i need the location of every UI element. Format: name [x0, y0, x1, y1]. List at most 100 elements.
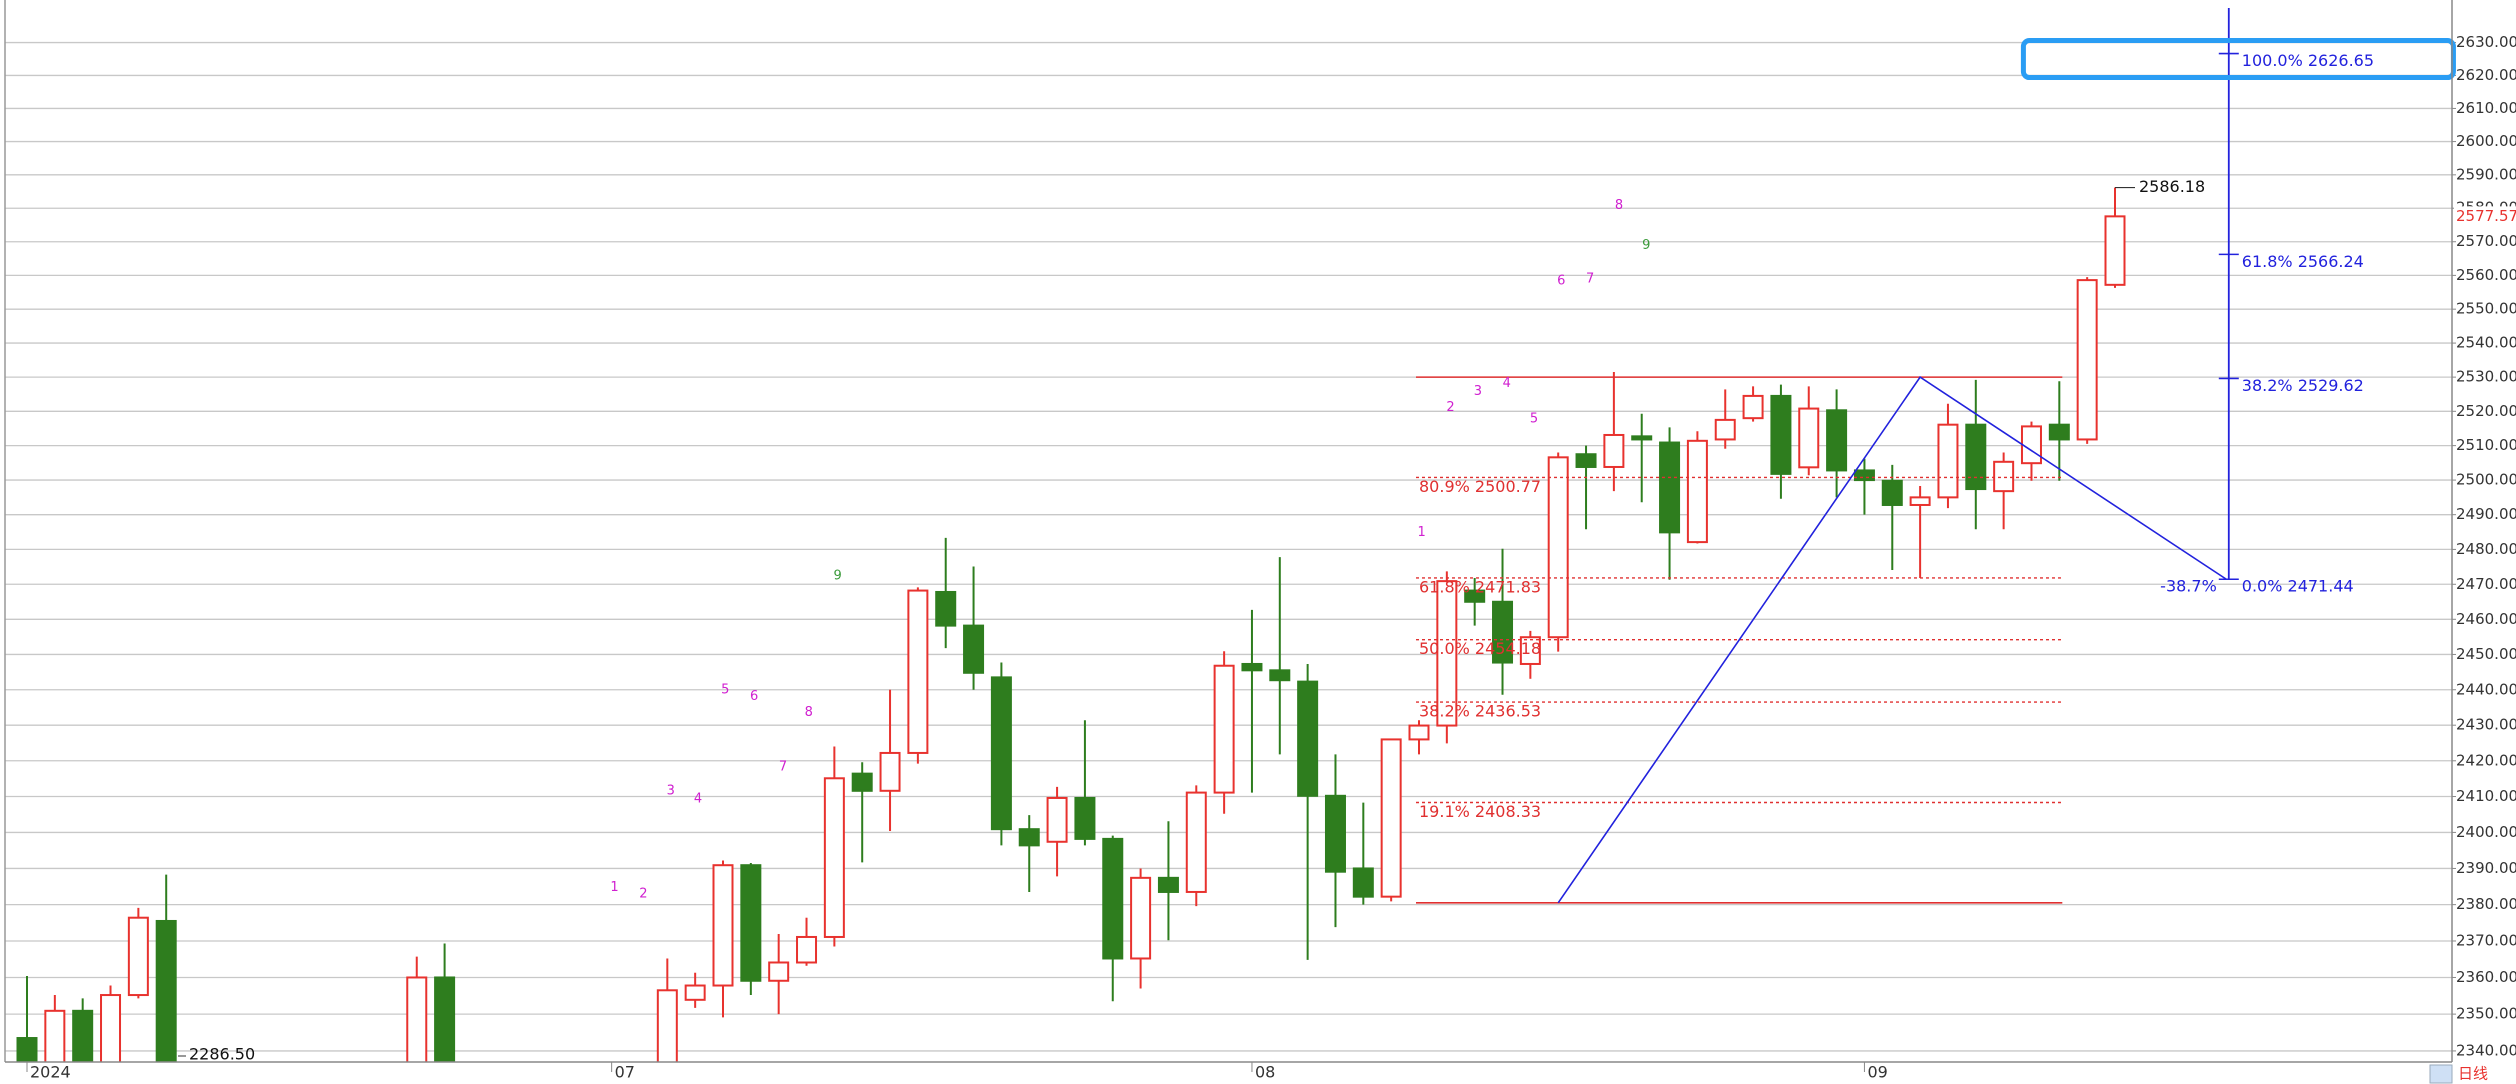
period-tab-box[interactable]	[2429, 1064, 2453, 1084]
candle-body	[1436, 580, 1458, 727]
y-tick-label: 2540.00	[2456, 334, 2516, 352]
last-price-label: 2577.57	[2456, 207, 2516, 225]
y-tick-label: 2550.00	[2456, 300, 2516, 318]
candle-body	[1352, 867, 1374, 898]
candle-body	[1937, 423, 1959, 499]
y-tick-label: 2630.00	[2456, 33, 2516, 51]
wave-line	[1557, 376, 2227, 904]
candle-body	[1297, 680, 1319, 797]
candle-body	[1324, 794, 1346, 873]
fib-ext-label: 38.2% 2529.62	[2242, 376, 2364, 395]
candle-body	[44, 1009, 66, 1062]
candle-body	[1380, 738, 1402, 898]
candle-body	[879, 751, 901, 792]
td-count-label: 3	[667, 784, 675, 799]
td-count-label: 8	[805, 705, 813, 720]
candle-body	[1408, 724, 1430, 741]
y-tick-label: 2360.00	[2456, 968, 2516, 986]
candle-body	[684, 984, 706, 1001]
y-tick-label: 2600.00	[2456, 132, 2516, 150]
x-tick-label: 2024	[30, 1063, 71, 1082]
fib-ext-label: 0.0% 2471.44	[2242, 577, 2354, 596]
y-tick-label: 2500.00	[2456, 471, 2516, 489]
candle-body	[1018, 828, 1040, 847]
y-tick-label: 2620.00	[2456, 66, 2516, 84]
td-count-label: 1	[1418, 525, 1426, 540]
candle-body	[1492, 600, 1514, 664]
y-tick-label: 2610.00	[2456, 99, 2516, 117]
y-tick-label: 2450.00	[2456, 645, 2516, 663]
y-tick-label: 2440.00	[2456, 680, 2516, 698]
fib-level-label: 50.0% 2454.18	[1419, 639, 1541, 658]
period-label: 日线	[2458, 1065, 2488, 1083]
candle-body	[1074, 796, 1096, 840]
y-tick-label: 2390.00	[2456, 859, 2516, 877]
candle-body	[1269, 669, 1291, 682]
candle-body	[1046, 796, 1068, 843]
candle-body	[1742, 394, 1764, 420]
y-tick-label: 2520.00	[2456, 402, 2516, 420]
grid-layer: 2340.00 2350.00 2360.00 2370.00 2380.00 2390.…	[5, 33, 2516, 1082]
candle-body	[155, 919, 177, 1062]
y-tick-label: 2350.00	[2456, 1005, 2516, 1023]
candle-body	[823, 777, 845, 938]
y-tick-label: 2410.00	[2456, 787, 2516, 805]
candle-body	[740, 864, 762, 982]
candle-body	[768, 961, 790, 982]
candle-body	[1770, 394, 1792, 475]
td-count-label: 5	[721, 682, 729, 697]
candle-body	[656, 989, 678, 1062]
fib-level-label: 38.2% 2436.53	[1419, 702, 1541, 721]
y-tick-label: 2510.00	[2456, 436, 2516, 454]
candle-body	[1686, 439, 1708, 544]
y-tick-label: 2340.00	[2456, 1041, 2516, 1059]
candle-body	[1826, 409, 1848, 472]
candle-body	[100, 994, 122, 1062]
candle-body	[1853, 469, 1875, 482]
td-count-label: 1	[610, 880, 618, 895]
overlay-layer: 80.9% 2500.77 61.8% 2471.83 50.0% 2454.18 3…	[178, 8, 2516, 1083]
x-tick-label: 09	[1867, 1063, 1887, 1082]
candle-body	[1241, 662, 1263, 672]
candle-body	[1965, 423, 1987, 491]
td-count-label: 8	[1615, 198, 1623, 213]
fib-ext-label: 100.0% 2626.65	[2242, 51, 2374, 70]
candle-body	[712, 864, 734, 987]
td-count-label: 3	[1474, 384, 1482, 399]
candle-body	[72, 1009, 94, 1062]
y-tick-label: 2430.00	[2456, 716, 2516, 734]
td-count-label: 2	[639, 886, 647, 901]
fib-ext-label: 61.8% 2566.24	[2242, 252, 2364, 271]
candle-body	[2048, 423, 2070, 441]
y-tick-label: 2530.00	[2456, 368, 2516, 386]
td-count-label: 2	[1446, 400, 1454, 415]
low-marker-label: 2286.50	[189, 1045, 255, 1064]
td-count-label: 5	[1530, 411, 1538, 426]
td-count-label: 4	[694, 792, 702, 807]
y-tick-label: 2400.00	[2456, 823, 2516, 841]
candle-body	[1714, 418, 1736, 441]
x-tick-label: 08	[1255, 1063, 1275, 1082]
y-tick-label: 2370.00	[2456, 931, 2516, 949]
fib-level-label: 19.1% 2408.33	[1419, 802, 1541, 821]
y-tick-label: 2480.00	[2456, 540, 2516, 558]
candle-body	[16, 1037, 38, 1062]
candle-body	[1798, 407, 1820, 469]
y-tick-label: 2590.00	[2456, 165, 2516, 183]
candle-body	[1102, 837, 1124, 960]
candle-body	[1464, 589, 1486, 603]
y-tick-label: 2570.00	[2456, 232, 2516, 250]
fib-level-label: 80.9% 2500.77	[1419, 477, 1541, 496]
candle-body	[1130, 876, 1152, 960]
fib-ext-ratio: -38.7%	[2160, 577, 2217, 596]
candle-body	[935, 590, 957, 627]
y-tick-label: 2560.00	[2456, 266, 2516, 284]
candle-body	[1547, 456, 1569, 639]
td-count-label: 7	[779, 759, 787, 774]
y-tick-label: 2420.00	[2456, 751, 2516, 769]
candle-body	[2076, 279, 2098, 441]
y-tick-label: 2380.00	[2456, 895, 2516, 913]
candle-body	[1157, 876, 1179, 893]
